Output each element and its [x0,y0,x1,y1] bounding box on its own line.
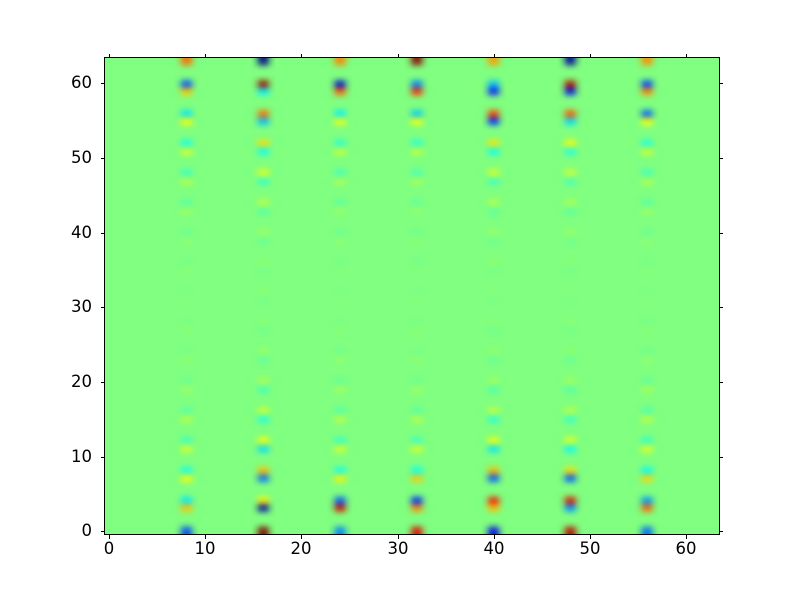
y-tick-30 [101,307,105,308]
y-tick-right-60 [719,83,723,84]
x-tick-top-20 [301,54,302,58]
heatmap-image [105,58,719,534]
x-tick-label-60: 60 [675,539,697,558]
x-tick-top-50 [590,54,591,58]
y-tick-label-30: 30 [71,296,92,316]
x-tick-label-10: 10 [194,539,216,558]
x-tick-0 [109,535,110,539]
y-tick-right-40 [719,233,723,234]
x-tick-40 [494,535,495,539]
y-tick-right-30 [719,307,723,308]
y-tick-right-50 [719,158,723,159]
y-tick-0 [101,531,105,532]
x-tick-label-0: 0 [103,539,115,558]
x-tick-top-60 [686,54,687,58]
x-tick-label-30: 30 [387,539,409,558]
y-tick-label-10: 10 [71,446,92,466]
x-tick-top-0 [109,54,110,58]
y-tick-40 [101,233,105,234]
heatmap-axes [104,57,720,535]
x-tick-20 [301,535,302,539]
x-tick-10 [205,535,206,539]
y-tick-label-40: 40 [71,222,92,242]
y-tick-right-20 [719,382,723,383]
y-tick-60 [101,83,105,84]
x-tick-top-40 [494,54,495,58]
y-tick-label-20: 20 [71,371,92,391]
x-tick-label-40: 40 [483,539,505,558]
y-tick-right-0 [719,531,723,532]
x-tick-label-20: 20 [290,539,312,558]
x-tick-50 [590,535,591,539]
y-tick-50 [101,158,105,159]
x-tick-top-10 [205,54,206,58]
y-tick-label-50: 50 [71,147,92,167]
x-tick-top-30 [398,54,399,58]
y-tick-10 [101,457,105,458]
y-tick-20 [101,382,105,383]
x-tick-30 [398,535,399,539]
x-tick-60 [686,535,687,539]
y-tick-right-10 [719,457,723,458]
y-tick-label-60: 60 [71,72,92,92]
x-tick-label-50: 50 [579,539,601,558]
y-tick-label-0: 0 [81,520,93,540]
